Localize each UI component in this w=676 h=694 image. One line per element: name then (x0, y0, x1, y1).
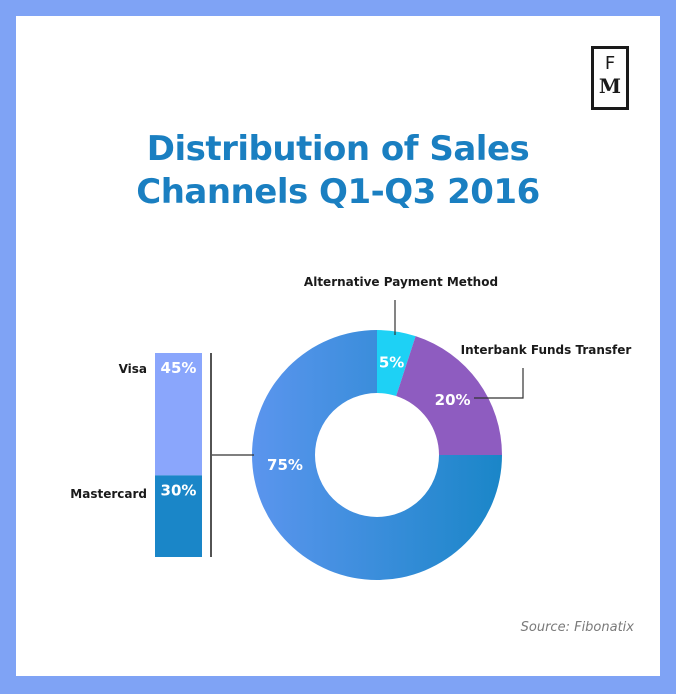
legend-alternative-payment-method: Alternative Payment Method (304, 275, 498, 289)
chart-title-line1: Distribution of Sales (146, 129, 530, 169)
donut-slice-cards (252, 330, 502, 580)
slice-label-interbank: 20% (435, 391, 471, 409)
category-label-mastercard: Mastercard (70, 487, 147, 501)
chart-title: Distribution of Sales Channels Q1-Q3 201… (0, 128, 676, 214)
donut-slice-alternative (377, 330, 416, 397)
bar-segment-mastercard (155, 475, 202, 557)
fm-logo: F M (591, 46, 629, 110)
slice-label-cards: 75% (267, 456, 303, 474)
logo-letter-bottom: M (598, 74, 622, 98)
category-label-visa: Visa (119, 362, 147, 376)
bar-segment-visa (155, 353, 202, 476)
slice-label-alternative: 5% (379, 354, 404, 372)
chart-title-line2: Channels Q1-Q3 2016 (136, 172, 540, 212)
legend-interbank-funds-transfer: Interbank Funds Transfer (461, 343, 632, 357)
callout-line-interbank (474, 368, 524, 399)
logo-letter-top: F (604, 53, 616, 74)
bar-label-mastercard: 30% (161, 481, 197, 499)
source-note: Source: Fibonatix (520, 620, 634, 635)
donut-slice-interbank (396, 336, 502, 455)
bar-label-visa: 45% (161, 359, 197, 377)
